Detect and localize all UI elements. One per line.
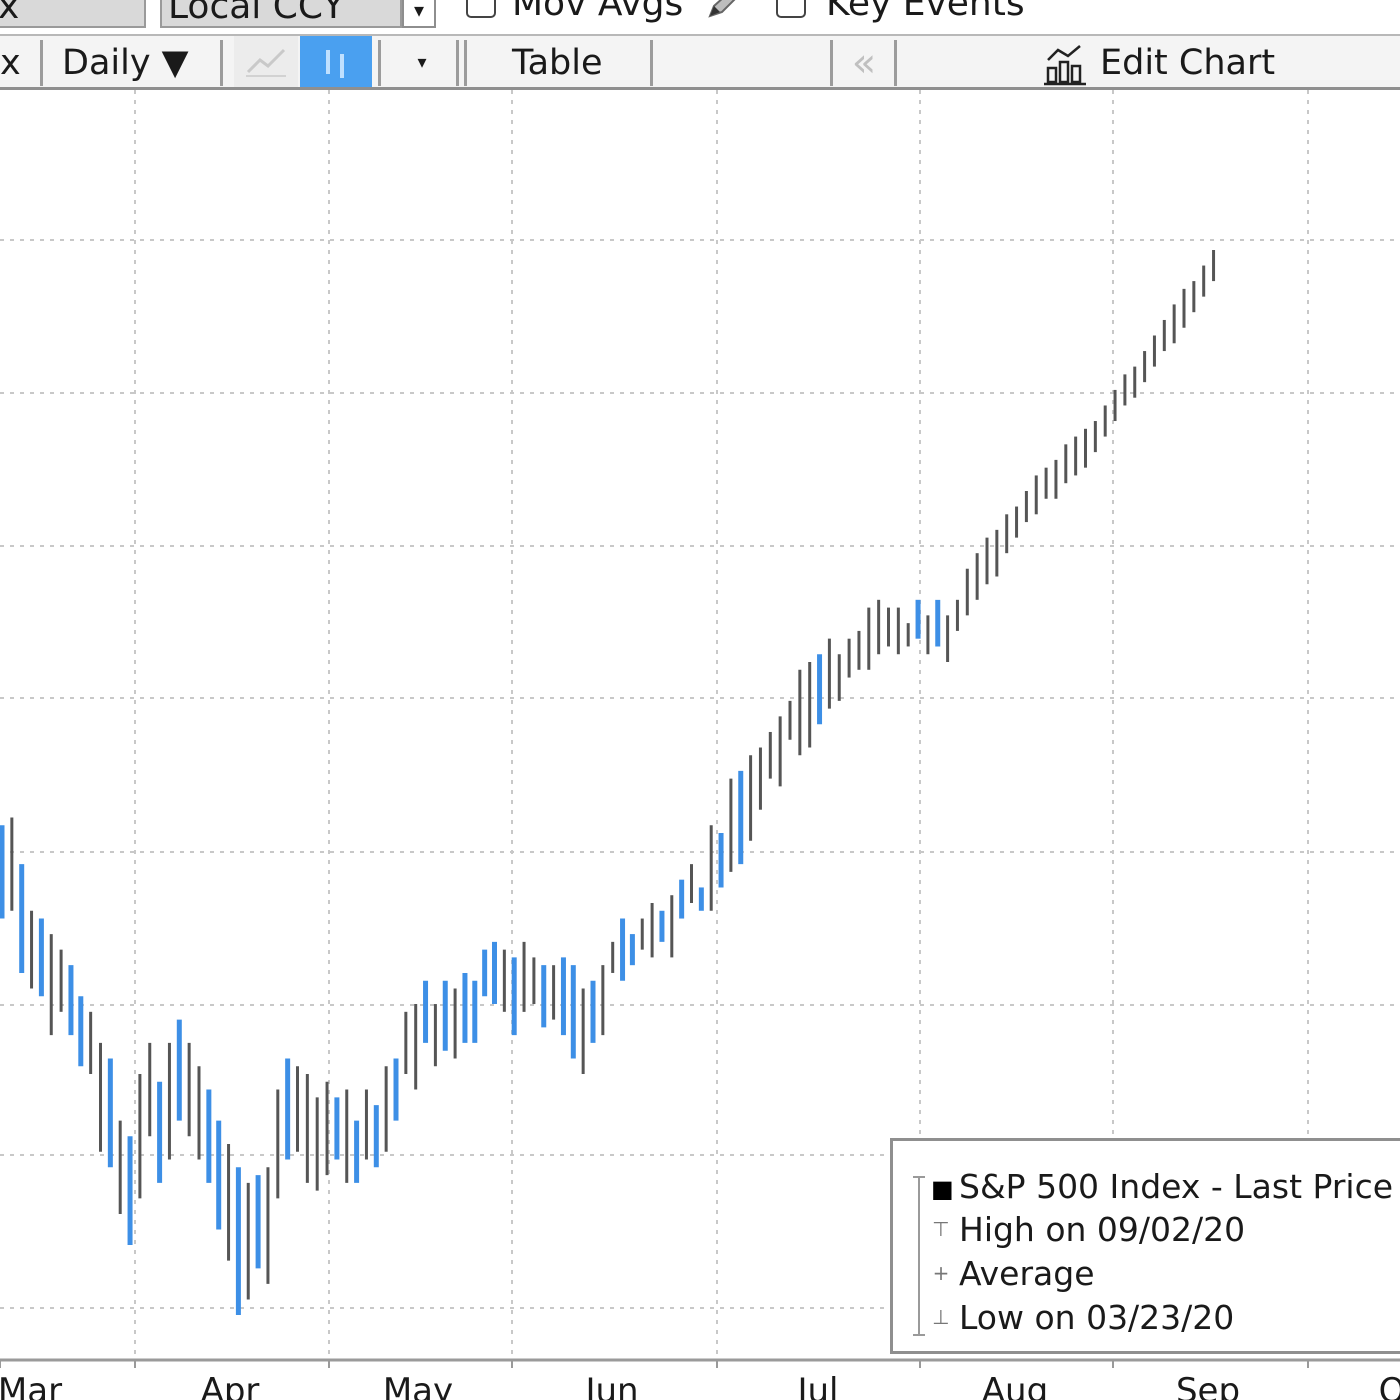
edit-chart-icon: [1044, 45, 1086, 86]
chevron-down-icon: ▾: [417, 52, 427, 73]
x-tick-label: Aug: [982, 1371, 1048, 1400]
legend-bracket: [913, 1176, 925, 1336]
toolbar-divider: [378, 40, 381, 86]
bar-chart-icon: [326, 50, 344, 78]
line-chart-icon: [246, 48, 286, 77]
frequency-dropdown[interactable]: Daily ▼: [48, 36, 216, 87]
pencil-icon[interactable]: [704, 0, 744, 20]
legend-high-icon: ⊤: [932, 1217, 950, 1241]
edit-chart-button[interactable]: Edit Chart: [1040, 36, 1400, 87]
x-tick-label: May: [383, 1371, 453, 1400]
toolbar-partial-button[interactable]: x: [0, 36, 40, 87]
x-tick-label: Jul: [795, 1371, 838, 1400]
toolbar-divider: [830, 40, 833, 86]
price-chart: Mar Apr May Jun Jul Aug Sep O: [0, 90, 1400, 1400]
toolbar-divider: [650, 40, 653, 86]
legend-item-average: Average: [959, 1254, 1095, 1293]
chart-settings-row: x Local CCY ▾ Mov Avgs Key Events: [0, 0, 1400, 30]
toolbar-divider: [894, 40, 897, 86]
chart-style-dropdown[interactable]: ▾: [392, 36, 452, 87]
collapse-button[interactable]: «: [836, 36, 892, 87]
chevron-down-icon: ▾: [413, 0, 425, 22]
mov-avgs-label: Mov Avgs: [512, 0, 684, 24]
key-events-checkbox[interactable]: [776, 0, 806, 18]
field-selector[interactable]: x: [0, 0, 146, 28]
currency-dropdown-button[interactable]: ▾: [402, 0, 436, 28]
chart-toolbar: x Daily ▼ ▾ Table « E: [0, 34, 1400, 90]
table-button[interactable]: Table: [472, 36, 650, 87]
field-selector-value: x: [0, 0, 20, 27]
chart-legend: ■ S&P 500 Index - Last Price ⊤ High on 0…: [890, 1138, 1400, 1354]
toolbar-partial-label: x: [0, 43, 21, 83]
legend-item-last-price: S&P 500 Index - Last Price: [959, 1167, 1394, 1206]
mov-avgs-checkbox[interactable]: [466, 0, 496, 18]
legend-item-high: High on 09/02/20: [959, 1210, 1246, 1249]
legend-average-icon: +: [932, 1261, 950, 1285]
x-tick-label: O: [1379, 1371, 1400, 1400]
legend-item-low: Low on 03/23/20: [959, 1298, 1235, 1337]
currency-value: Local CCY: [168, 0, 345, 27]
currency-selector[interactable]: Local CCY: [160, 0, 402, 28]
double-chevron-left-icon: «: [851, 40, 877, 86]
table-label: Table: [512, 43, 603, 83]
x-tick-label: Apr: [201, 1371, 260, 1400]
line-chart-button[interactable]: [234, 36, 298, 87]
ohlc-chart-button[interactable]: [300, 36, 372, 87]
toolbar-divider: [464, 40, 467, 86]
toolbar-divider: [40, 40, 43, 86]
legend-square-icon: ■: [931, 1175, 954, 1203]
frequency-value: Daily ▼: [62, 43, 189, 83]
x-tick-label: Jun: [583, 1371, 638, 1400]
legend-low-icon: ⊥: [932, 1305, 950, 1329]
toolbar-divider: [220, 40, 223, 86]
x-tick-label: Sep: [1176, 1371, 1240, 1400]
key-events-label: Key Events: [826, 0, 1025, 24]
x-tick-label: Mar: [0, 1371, 62, 1400]
edit-chart-label: Edit Chart: [1100, 43, 1276, 83]
toolbar-divider: [456, 40, 459, 86]
